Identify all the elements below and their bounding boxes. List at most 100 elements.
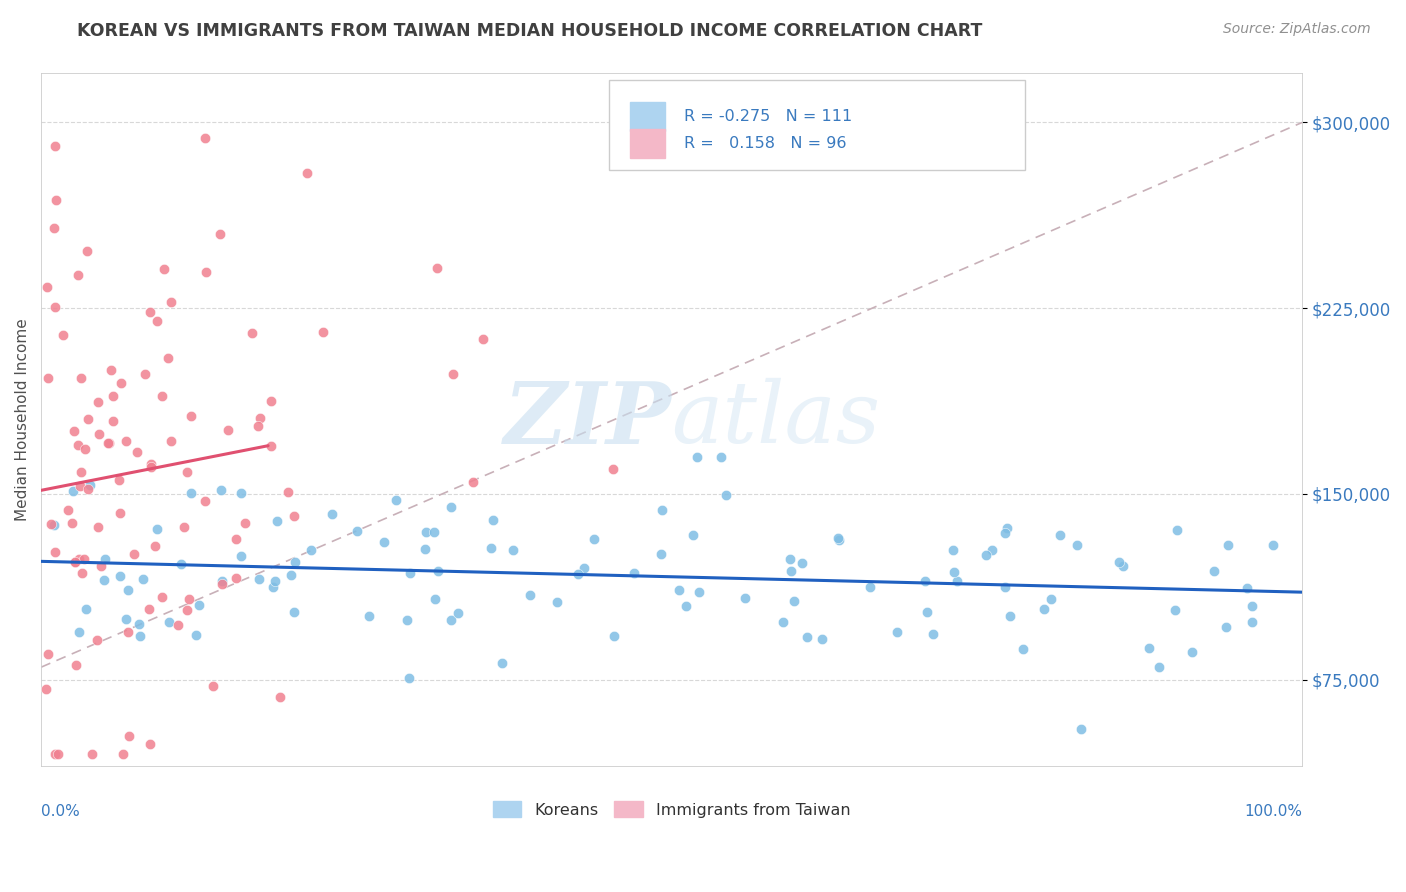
Point [1066,537,1088,551]
Point [79,478,101,492]
Point [37,371,59,385]
Point [502,542,524,557]
Point [264,574,287,589]
Point [233,516,256,530]
Point [93,573,115,587]
Point [188,598,211,612]
Point [1112,558,1135,573]
Point [519,588,541,602]
Point [710,450,733,464]
Y-axis label: Median Household Income: Median Household Income [15,318,30,521]
Point [602,462,624,476]
Legend: Koreans, Immigrants from Taiwan: Koreans, Immigrants from Taiwan [486,795,856,824]
Point [1261,538,1284,552]
Point [1163,603,1185,617]
Point [86,395,108,409]
Point [66,268,89,282]
Point [790,556,813,570]
Point [651,502,673,516]
Point [146,522,169,536]
Point [103,388,125,402]
Point [60,516,83,531]
Point [415,525,437,540]
Point [37,648,59,662]
Point [122,547,145,561]
Text: atlas: atlas [672,378,880,461]
Point [77,482,100,496]
Point [150,590,173,604]
Point [35,681,58,696]
Point [145,314,167,328]
Point [422,525,444,540]
Point [225,571,247,585]
Point [426,260,449,275]
Point [650,547,672,561]
Point [108,506,131,520]
Point [783,594,806,608]
Point [35,279,58,293]
Text: R =   0.158   N = 96: R = 0.158 N = 96 [685,136,846,151]
Point [139,305,162,319]
Point [139,457,162,471]
Point [440,613,463,627]
Point [62,484,84,499]
Point [138,602,160,616]
Point [312,325,335,339]
Point [373,534,395,549]
Point [139,737,162,751]
Point [247,419,270,434]
Point [583,532,606,546]
Point [779,552,801,566]
Point [201,679,224,693]
Point [39,516,62,531]
Point [44,545,66,559]
Point [398,671,420,685]
Point [67,552,90,566]
Point [357,609,380,624]
Point [413,541,436,556]
Point [117,583,139,598]
Point [72,566,94,581]
Point [1204,564,1226,578]
Point [231,549,253,563]
Point [114,434,136,448]
Point [129,629,152,643]
FancyBboxPatch shape [609,80,1025,170]
Point [1137,640,1160,655]
Point [284,555,307,569]
Point [143,539,166,553]
Point [217,423,239,437]
Point [1108,556,1130,570]
Point [440,500,463,514]
Point [396,613,419,627]
Point [152,261,174,276]
Point [260,394,283,409]
Point [859,580,882,594]
Point [108,473,131,487]
FancyBboxPatch shape [630,128,665,158]
Point [67,624,90,639]
Point [108,569,131,583]
Text: Source: ZipAtlas.com: Source: ZipAtlas.com [1223,22,1371,37]
Point [1240,599,1263,613]
Point [1070,722,1092,736]
Text: 100.0%: 100.0% [1244,805,1302,820]
Point [810,632,832,646]
Point [150,389,173,403]
Point [247,572,270,586]
Point [572,560,595,574]
Point [998,608,1021,623]
Point [58,502,80,516]
Point [688,585,710,599]
Point [63,555,86,569]
Point [117,624,139,639]
Point [44,747,66,761]
Point [176,603,198,617]
Point [1032,601,1054,615]
Point [914,574,936,588]
Point [1218,538,1240,552]
FancyBboxPatch shape [630,102,665,131]
Point [796,631,818,645]
Point [52,327,75,342]
Point [90,558,112,573]
